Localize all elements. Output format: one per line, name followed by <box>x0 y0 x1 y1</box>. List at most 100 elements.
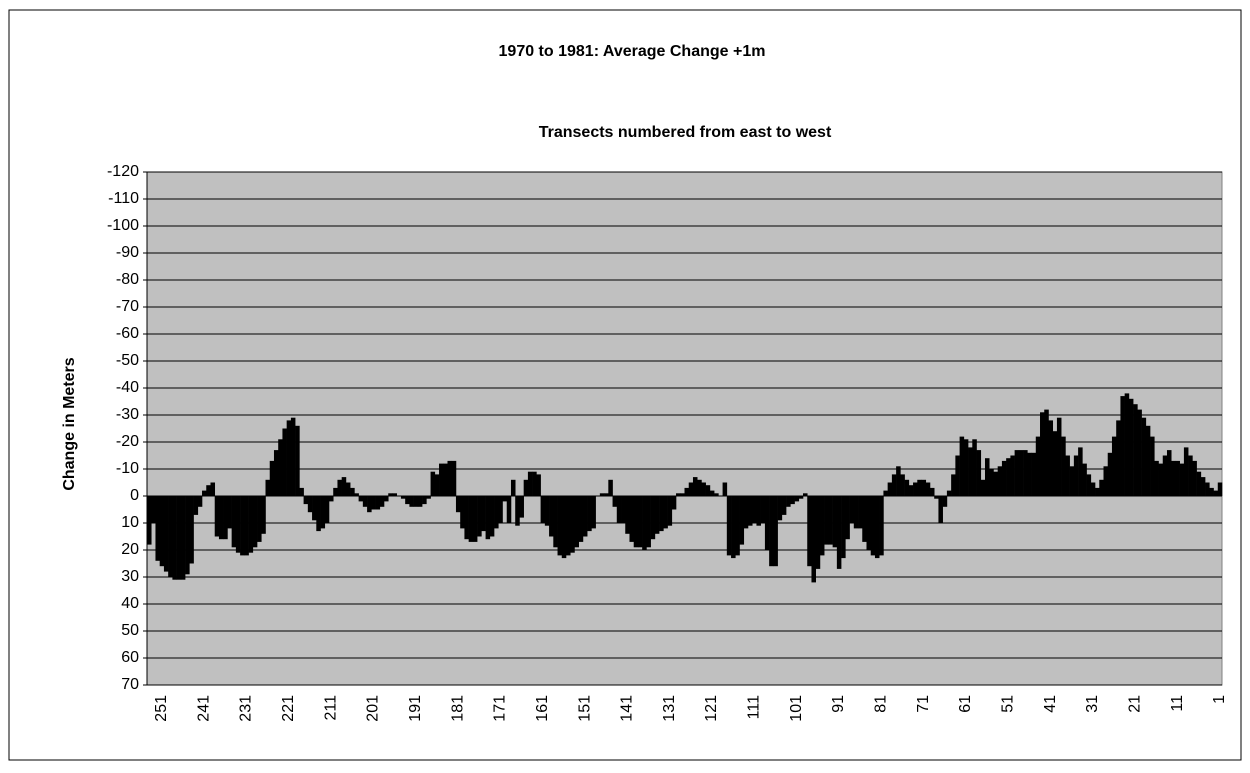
x-tick-label: 251 <box>153 695 170 722</box>
bar <box>417 496 423 507</box>
bar <box>172 496 177 580</box>
bar <box>887 482 893 496</box>
y-tick-label: -120 <box>107 163 139 180</box>
bar <box>828 496 833 545</box>
bar <box>1006 458 1011 496</box>
bar <box>946 490 952 496</box>
bar <box>1082 463 1087 496</box>
bar <box>938 496 943 523</box>
bar <box>625 496 630 534</box>
x-tick-label: 81 <box>873 695 890 713</box>
bar <box>667 496 673 526</box>
y-tick-label: 30 <box>121 568 139 585</box>
bar <box>176 496 182 580</box>
x-tick-label: 151 <box>576 695 593 722</box>
bar <box>235 496 241 553</box>
bar <box>807 496 812 567</box>
bar <box>527 471 533 496</box>
bar <box>1145 425 1151 496</box>
bar <box>565 496 571 556</box>
bar <box>1192 460 1197 496</box>
bar <box>913 482 918 496</box>
bar <box>413 496 419 507</box>
bar <box>265 479 271 496</box>
bar <box>663 496 668 529</box>
bar <box>968 447 973 496</box>
bar <box>202 490 207 496</box>
bar <box>608 479 613 496</box>
bar <box>244 496 249 556</box>
bar <box>223 496 228 540</box>
bar <box>443 463 448 496</box>
bar <box>879 496 884 556</box>
x-tick-label: 181 <box>449 695 466 722</box>
x-tick-label: 131 <box>661 695 678 722</box>
bar <box>642 496 647 550</box>
bar <box>731 496 736 559</box>
bar <box>1056 417 1062 496</box>
bar <box>273 450 279 496</box>
bar <box>735 496 740 556</box>
bar <box>841 496 846 559</box>
bar <box>769 496 774 567</box>
bar <box>676 493 681 496</box>
y-tick-label: 60 <box>121 649 139 666</box>
x-tick-label: 231 <box>238 695 255 722</box>
bar <box>358 496 364 502</box>
bar <box>1150 436 1155 496</box>
bar <box>439 463 444 496</box>
y-tick-label: 10 <box>121 514 139 531</box>
bar <box>633 496 639 548</box>
y-tick-label: -90 <box>116 244 139 261</box>
bar <box>1048 420 1054 496</box>
y-tick-label: -20 <box>116 433 139 450</box>
bar <box>798 496 804 499</box>
bar <box>858 496 863 529</box>
y-tick-label: -30 <box>116 406 139 423</box>
bar <box>206 485 211 496</box>
bar <box>477 496 482 537</box>
bar <box>472 496 478 542</box>
bar <box>874 496 880 559</box>
bar <box>159 496 165 567</box>
y-tick-label: 40 <box>121 595 139 612</box>
bar <box>189 496 194 564</box>
x-tick-label: 121 <box>703 695 720 722</box>
bar <box>1200 477 1206 496</box>
bar <box>1107 452 1113 496</box>
bar <box>1090 482 1096 496</box>
bar <box>612 496 618 507</box>
bar <box>286 420 292 496</box>
bar <box>714 493 719 496</box>
bar <box>777 496 783 521</box>
bar <box>680 493 685 496</box>
y-tick-label: -80 <box>116 271 139 288</box>
bar <box>536 474 541 496</box>
bar <box>180 496 186 580</box>
y-tick-label: -110 <box>108 190 139 207</box>
bar <box>1103 466 1109 496</box>
bar <box>917 479 922 496</box>
bar <box>921 479 927 496</box>
bar <box>989 469 994 496</box>
bar <box>1205 482 1210 496</box>
bar <box>764 496 770 550</box>
x-tick-label: 211 <box>322 695 339 721</box>
bar <box>1137 409 1142 496</box>
bar <box>1188 455 1193 496</box>
bar <box>1018 450 1024 496</box>
x-tick-label: 11 <box>1169 695 1186 712</box>
bar <box>523 479 529 496</box>
x-tick-label: 191 <box>407 695 424 722</box>
bar <box>1128 398 1134 496</box>
bar <box>214 496 220 537</box>
bar <box>367 496 372 513</box>
bar <box>163 496 169 572</box>
bar <box>426 496 431 499</box>
bar <box>570 496 575 553</box>
x-tick-label: 241 <box>195 695 212 722</box>
y-tick-label: 20 <box>121 541 139 558</box>
bar <box>489 496 495 537</box>
bar <box>544 496 550 526</box>
